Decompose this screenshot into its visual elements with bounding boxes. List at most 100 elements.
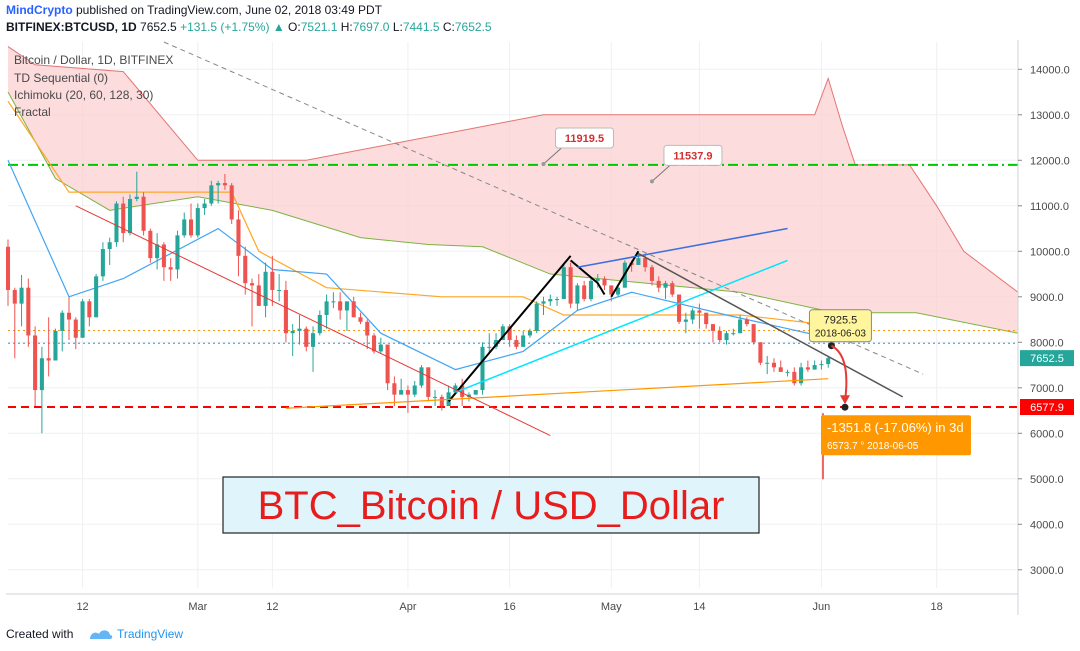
price-axis-label: 14000.0: [1030, 64, 1070, 76]
forecast-arrow: [830, 344, 848, 402]
open-label: O:: [288, 20, 301, 34]
candle-body: [778, 367, 783, 372]
candle-body: [656, 280, 661, 288]
candle-body: [765, 362, 770, 364]
callout-label: 11919.5: [565, 133, 604, 145]
price-change: +131.5 (+1.75%): [180, 20, 270, 34]
price-axis[interactable]: 3000.0 4000.0 5000.0 6000.0 7000.0 8000.0 9000…: [1017, 40, 1074, 615]
candle-body: [670, 283, 675, 295]
forecast-target-dot: [841, 403, 849, 411]
candle-body: [575, 285, 580, 304]
trendline: [610, 250, 640, 298]
candle-body: [548, 299, 553, 302]
candle-body: [643, 258, 648, 268]
trendline: [455, 259, 788, 394]
candle-body: [433, 396, 438, 398]
candle-body: [243, 255, 248, 284]
legend-study-td: TD Sequential (0): [14, 71, 108, 85]
chart-header: MindCrypto published on TradingView.com,…: [0, 0, 1080, 36]
candle-body: [439, 396, 444, 406]
last-price: 7652.5: [140, 20, 177, 34]
author-link[interactable]: MindCrypto: [6, 3, 73, 17]
candle-body: [710, 324, 715, 331]
callout-pointer: [651, 164, 671, 182]
candle-body: [649, 267, 654, 281]
candle-body: [39, 358, 44, 391]
cloud-upper-line: [7, 46, 1019, 293]
publish-info: published on TradingView.com, June 02, 2…: [76, 3, 382, 17]
candle-body: [256, 285, 261, 306]
candle-body: [514, 340, 519, 347]
candle-body: [771, 362, 777, 368]
candle-body: [175, 235, 180, 270]
candle-body: [792, 371, 797, 384]
callout-box: [663, 144, 723, 166]
candle-body: [19, 287, 24, 304]
price-chart[interactable]: 11919.5 11537.9 7925.5 2018-06-03 -1351.8 (…: [5, 40, 1076, 615]
candle-body: [724, 333, 729, 341]
price-axis-label: 8000.0: [1030, 337, 1064, 349]
price-axis-label: 11000.0: [1030, 201, 1069, 213]
candle-body: [270, 271, 275, 290]
candle-body: [46, 358, 51, 361]
candle-body: [521, 335, 526, 347]
candle-body: [33, 335, 38, 391]
candle-body: [53, 330, 58, 361]
candle-body: [331, 301, 336, 303]
time-axis-label: Jun: [813, 601, 831, 613]
time-axis-label: 12: [266, 601, 278, 613]
callout-pointer: [543, 147, 562, 165]
trendline: [638, 252, 904, 398]
price-axis-label: 4000.0: [1030, 519, 1064, 531]
cloud-area: [8, 46, 1018, 334]
candle-body: [141, 196, 146, 231]
price-axis-label: 5000.0: [1030, 474, 1064, 486]
price-tag: [1020, 399, 1074, 416]
high-label: H:: [340, 20, 353, 34]
candle-body: [209, 185, 214, 204]
candle-body: [134, 196, 139, 199]
price-axis-label: 12000.0: [1030, 155, 1070, 167]
callout-box: [555, 127, 615, 149]
caption-frame: [222, 476, 760, 534]
candle-body: [460, 385, 465, 397]
time-axis-label: 16: [503, 601, 515, 613]
candle-body: [304, 328, 309, 347]
candle-body: [731, 333, 736, 335]
candle-body: [399, 390, 404, 395]
price-axis-label: 9000.0: [1030, 292, 1064, 304]
candle-body: [168, 267, 173, 270]
ohlc-line: BITFINEX:BTCUSD, 1D 7652.5 +131.5 (+1.75…: [6, 20, 492, 34]
candle-body: [107, 242, 112, 250]
tradingview-link[interactable]: TradingView: [117, 627, 184, 641]
trendlines: [75, 41, 924, 437]
forecast-target: 6573.7 ° 2018-06-05: [827, 441, 919, 452]
candle-body: [453, 385, 458, 393]
candle-body: [182, 219, 187, 236]
candle-body: [663, 283, 668, 288]
caption-box: BTC_Bitcoin / USD_Dollar: [222, 476, 760, 534]
candle-body: [202, 203, 207, 209]
up-arrow-icon: ▲: [272, 20, 285, 34]
candle-body: [785, 371, 790, 373]
candle-body: [812, 365, 817, 370]
symbol-label: BITFINEX:BTCUSD, 1D: [6, 20, 137, 34]
forecast-start-price: 7925.5: [824, 315, 858, 327]
candle-body: [87, 301, 92, 318]
candle-body: [161, 244, 166, 268]
created-with-label: Created with: [6, 627, 74, 641]
time-axis[interactable]: 12 Mar 12 Apr 16 May 14 Jun 18: [6, 593, 1018, 613]
trendline: [577, 227, 788, 268]
candle-body: [419, 367, 424, 386]
close-value: 7652.5: [454, 20, 492, 34]
candle-body: [60, 312, 65, 331]
chart-area[interactable]: 11919.5 11537.9 7925.5 2018-06-03 -1351.8 (…: [5, 40, 1076, 615]
callout-anchor: [541, 161, 546, 166]
price-tag-label: 7652.5: [1030, 353, 1064, 365]
chart-legend: Bitcoin / Dollar, 1D, BITFINEX TD Sequen…: [14, 53, 173, 119]
forecast-tool: 7925.5 2018-06-03 -1351.8 (-17.06%) in 3d 6…: [808, 309, 971, 480]
legend-study-ichimoku: Ichimoku (20, 60, 128, 30): [14, 88, 153, 102]
low-label: L:: [392, 20, 403, 34]
open-value: 7521.1: [300, 20, 338, 34]
candle-body: [216, 183, 221, 186]
